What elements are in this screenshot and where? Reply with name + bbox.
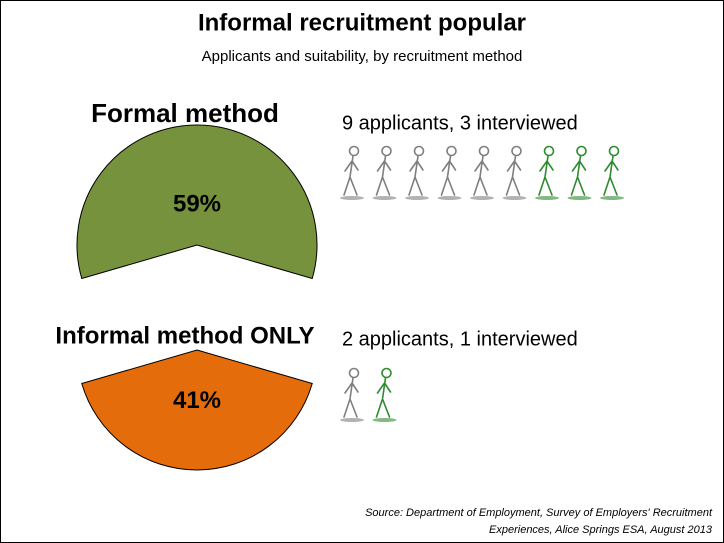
annotation: 2 applicants, 1 interviewed [342,328,578,350]
shadow [600,196,624,200]
subtitle: Applicants and suitability, by recruitme… [202,48,523,65]
body [408,155,424,196]
body [375,155,392,196]
head [608,145,620,157]
shadow [567,196,592,200]
head [543,145,555,157]
slice-label: 41% [173,387,221,414]
pie-slice [76,124,318,280]
shadow [340,418,364,422]
shadow [535,196,559,200]
body [473,155,489,196]
shadow [470,196,494,200]
head [446,145,457,157]
shadow [502,196,527,200]
body [570,155,587,196]
head [478,145,490,157]
head [348,145,360,157]
slice-label: 59% [173,191,221,218]
source: Source: Department of Employment, Survey… [365,507,713,519]
head [381,145,392,157]
category-label: Informal method ONLY [55,322,314,349]
title: Informal recruitment popular [198,9,526,36]
head [381,367,392,379]
body [505,155,522,196]
shadow [372,418,397,422]
body [603,155,619,196]
head [576,145,587,157]
pie-slice [81,349,313,471]
shadow [405,196,429,200]
shadow [340,196,364,200]
pictogram-row [340,145,624,200]
category-label: Formal method [91,98,279,128]
body [538,155,554,196]
body [440,155,457,196]
shadow [437,196,462,200]
body [343,155,359,196]
body [343,377,359,418]
head [413,145,425,157]
annotation: 9 applicants, 3 interviewed [342,112,578,134]
pictogram-row [340,367,397,422]
head [348,367,360,379]
shadow [372,196,397,200]
body [375,377,392,418]
source: Experiences, Alice Springs ESA, August 2… [489,524,713,536]
head [511,145,522,157]
